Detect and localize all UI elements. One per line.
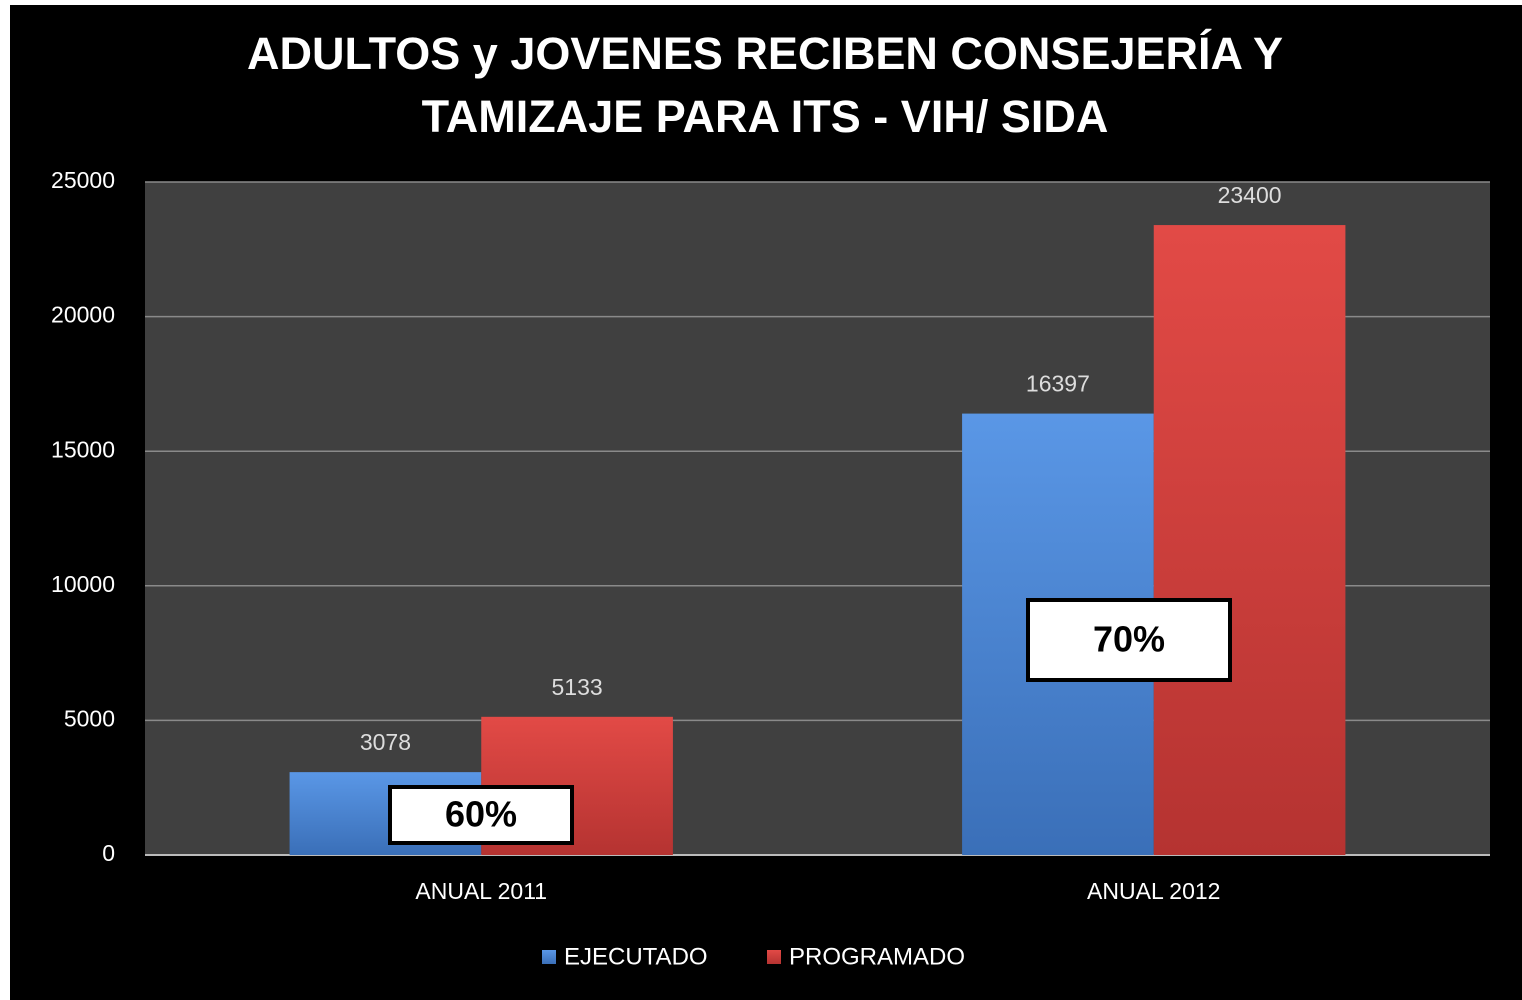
annotation-box [1026, 598, 1232, 682]
y-tick-label: 20000 [51, 302, 115, 328]
legend-label: PROGRAMADO [789, 943, 965, 970]
legend-swatch [767, 950, 781, 964]
legend-swatch [542, 950, 556, 964]
y-tick-label: 5000 [64, 705, 115, 731]
data-label: 3078 [360, 729, 411, 755]
y-tick-label: 10000 [51, 571, 115, 597]
annotation: 60% [445, 794, 517, 835]
data-label: 23400 [1218, 182, 1282, 208]
data-label: 5133 [551, 674, 602, 700]
chart-title: ADULTOS y JOVENES RECIBEN CONSEJERÍA Y T… [246, 28, 1284, 142]
bar [1153, 225, 1346, 855]
annotation: 70% [1093, 619, 1165, 660]
data-label: 16397 [1026, 371, 1090, 397]
y-tick-label: 25000 [51, 167, 115, 193]
x-tick-label: ANUAL 2011 [415, 878, 547, 904]
legend-label: EJECUTADO [564, 943, 708, 970]
y-tick-label: 15000 [51, 436, 115, 462]
x-tick-label: ANUAL 2012 [1087, 878, 1220, 904]
y-tick-label: 0 [102, 840, 115, 866]
annotation-box [388, 785, 574, 845]
